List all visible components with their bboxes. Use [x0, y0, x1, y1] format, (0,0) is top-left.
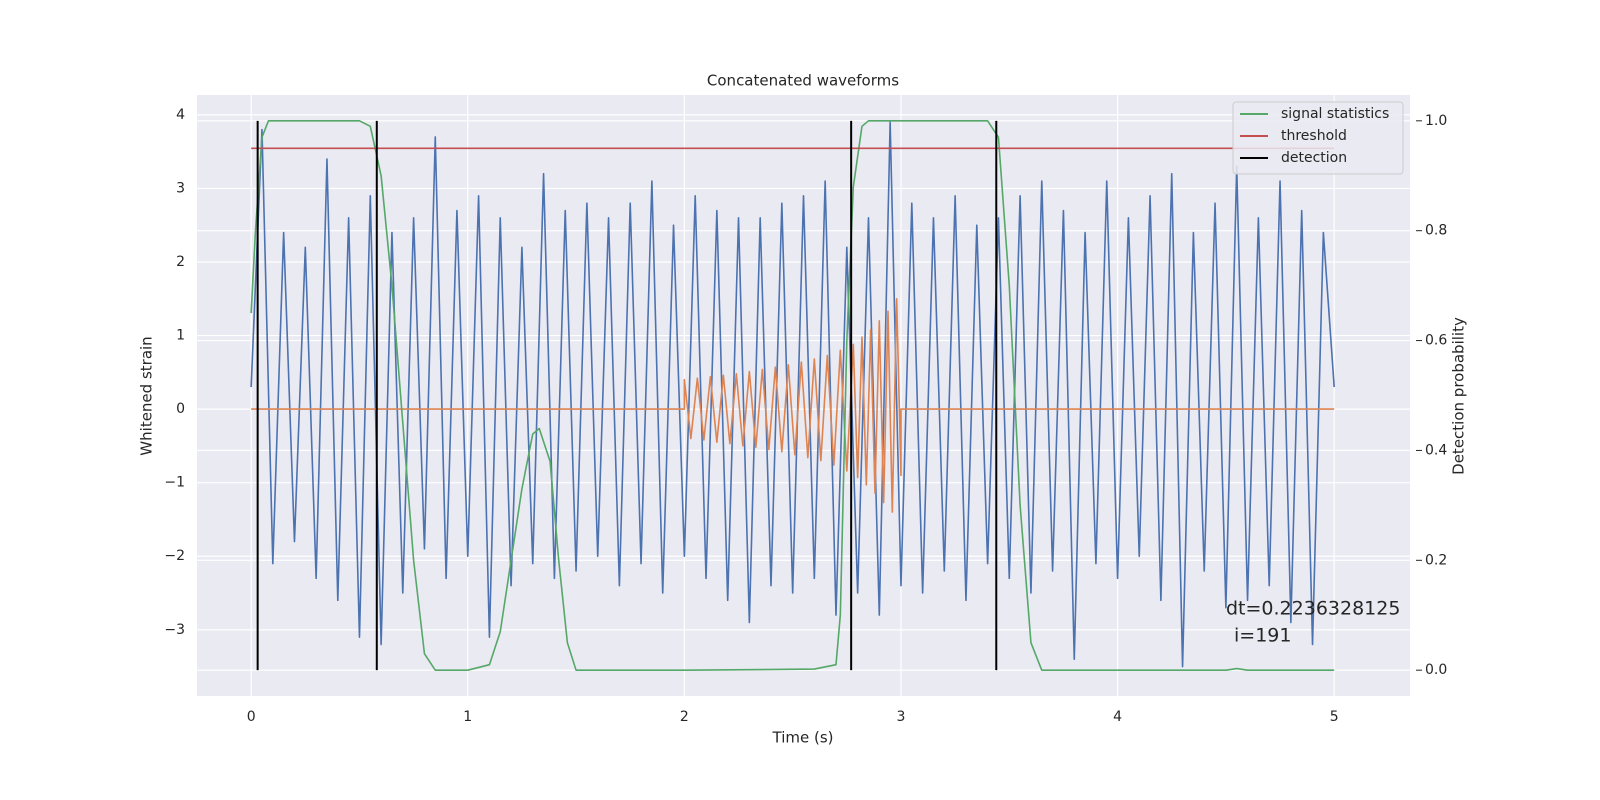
x-tick-label: 2 — [680, 709, 689, 725]
y-tick-label: 1 — [176, 328, 185, 344]
x-tick-label: 3 — [897, 709, 906, 725]
x-axis-label: Time (s) — [772, 729, 834, 747]
y-tick-label: 3 — [176, 180, 185, 196]
legend-box — [1232, 101, 1404, 175]
y2-axis-label: Detection probability — [1450, 317, 1468, 475]
x-tick-label: 4 — [1113, 709, 1122, 725]
y-tick-label: −1 — [164, 475, 185, 491]
y-axis-label: Whitened strain — [138, 336, 156, 455]
y-tick-label: −2 — [164, 548, 185, 564]
y-tick-label: 0 — [176, 401, 185, 417]
legend-label: detection — [1281, 150, 1347, 166]
y-tick-label: 2 — [176, 254, 185, 270]
y2-tick-label: 1.0 — [1425, 113, 1447, 129]
y-tick-label: −3 — [164, 622, 185, 638]
x-tick-label: 0 — [247, 709, 256, 725]
series-line — [250, 120, 1335, 671]
y2-tick-label: 0.6 — [1425, 333, 1447, 349]
x-tick-label: 5 — [1330, 709, 1339, 725]
y2-tick-label: 0.0 — [1425, 662, 1447, 678]
x-tick-label: 1 — [463, 709, 472, 725]
annotation: i=191 — [1234, 625, 1291, 647]
annotation: dt=0.2236328125 — [1226, 598, 1400, 620]
series-line — [250, 121, 1335, 668]
chart-title: Concatenated waveforms — [707, 72, 899, 90]
series-line — [251, 297, 1335, 513]
y2-tick-label: 0.2 — [1425, 552, 1447, 568]
legend-label: threshold — [1281, 128, 1347, 144]
y2-tick-label: 0.8 — [1425, 223, 1447, 239]
y-tick-label: 4 — [176, 107, 185, 123]
legend-label: signal statistics — [1281, 106, 1389, 122]
y2-tick-label: 0.4 — [1425, 442, 1447, 458]
